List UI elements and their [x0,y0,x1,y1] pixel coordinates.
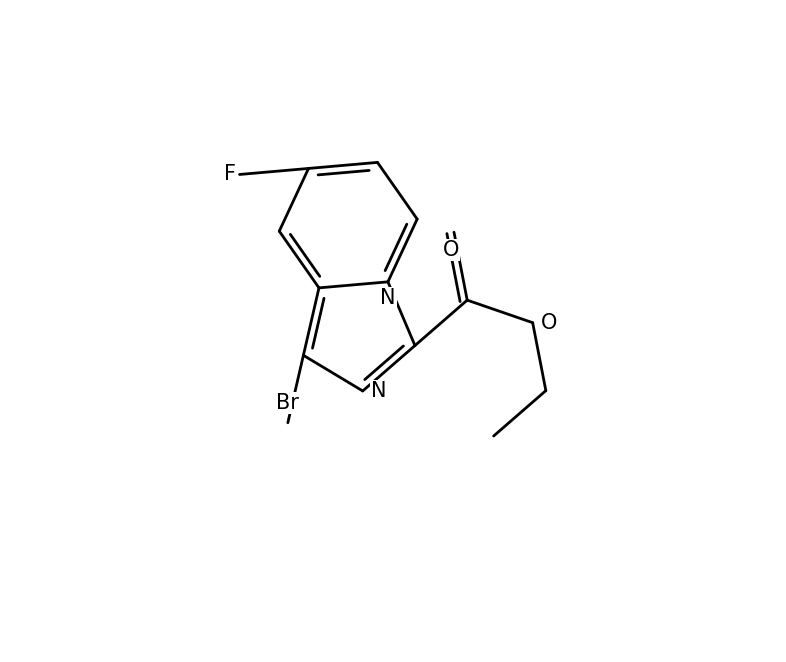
Text: F: F [224,164,237,185]
Text: N: N [380,289,395,308]
Text: Br: Br [277,393,299,413]
Text: O: O [443,240,459,260]
Text: N: N [371,381,386,401]
Text: O: O [541,312,557,333]
